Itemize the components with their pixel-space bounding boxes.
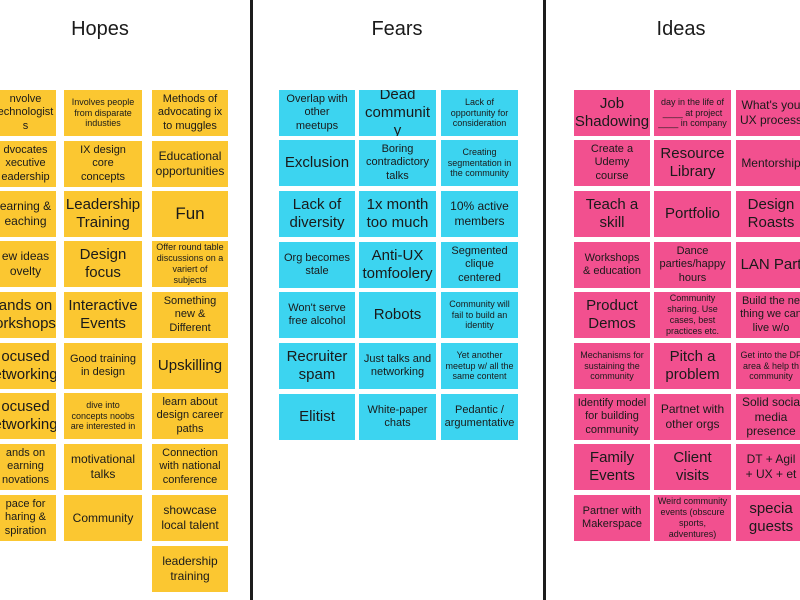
fears-note[interactable]: Dead communit y	[359, 90, 436, 136]
ideas-note[interactable]: Family Events	[574, 444, 650, 490]
ideas-note[interactable]: Client visits	[654, 444, 731, 490]
ideas-note[interactable]: Pitch a problem	[654, 343, 731, 389]
ideas-note[interactable]: Workshops & education	[574, 242, 650, 288]
ideas-note[interactable]: Design Roasts	[736, 191, 800, 237]
hopes-note[interactable]: dive into concepts noobs are interested …	[64, 393, 142, 439]
hopes-note[interactable]: leadership training	[152, 546, 228, 592]
hopes-note[interactable]: IX design core concepts	[64, 141, 142, 187]
ideas-note[interactable]: Product Demos	[574, 292, 650, 338]
hopes-note[interactable]: ands on earning novations	[0, 444, 56, 490]
hopes-note[interactable]: Good training in design	[64, 343, 142, 389]
hopes-note[interactable]: Connection with national conference	[152, 444, 228, 490]
hopes-note[interactable]: showcase local talent	[152, 495, 228, 541]
hopes-note[interactable]: Design focus	[64, 241, 142, 287]
ideas-note[interactable]: Build the ne thing we can live w/o	[736, 292, 800, 338]
ideas-note[interactable]: LAN Part	[736, 242, 800, 288]
fears-note[interactable]: Elitist	[279, 394, 355, 440]
hopes-note[interactable]: Interactive Events	[64, 292, 142, 338]
hopes-note[interactable]: Educational opportunities	[152, 141, 228, 187]
hopes-note[interactable]: Leadership Training	[64, 191, 142, 237]
hopes-note[interactable]: Offer round table discussions on a varie…	[152, 241, 228, 287]
ideas-note[interactable]: Partner with Makerspace	[574, 495, 650, 541]
fears-note[interactable]: Creating segmentation in the community	[441, 140, 518, 186]
hopes-note[interactable]: pace for haring & spiration	[0, 495, 56, 541]
fears-note[interactable]: White-paper chats	[359, 394, 436, 440]
hopes-note[interactable]: ands on orkshops	[0, 292, 56, 338]
ideas-note[interactable]: Dance parties/happy hours	[654, 242, 731, 288]
column-title-hopes: Hopes	[71, 18, 129, 40]
fears-note[interactable]: Anti-UX tomfoolery	[359, 242, 436, 288]
ideas-note[interactable]: Create a Udemy course	[574, 140, 650, 186]
fears-note[interactable]: Pedantic / argumentative	[441, 394, 518, 440]
fears-note[interactable]: Yet another meetup w/ all the same conte…	[441, 343, 518, 389]
hopes-note[interactable]: Something new & Different	[152, 292, 228, 338]
fears-note[interactable]: 1x month too much	[359, 191, 436, 237]
ideas-note[interactable]: day in the life of ____ at project ____ …	[654, 90, 731, 136]
fears-note[interactable]: Just talks and networking	[359, 343, 436, 389]
ideas-note[interactable]: Identify model for building community	[574, 394, 650, 440]
hopes-note[interactable]: Upskilling	[152, 343, 228, 389]
hopes-note[interactable]: ocused etworking	[0, 393, 56, 439]
fears-note[interactable]: Overlap with other meetups	[279, 90, 355, 136]
ideas-note[interactable]: Solid socia media presence	[736, 394, 800, 440]
hopes-note[interactable]: dvocates xecutive eadership	[0, 141, 56, 187]
ideas-note[interactable]: Mechanisms for sustaining the community	[574, 343, 650, 389]
fears-note[interactable]: Lack of opportunity for consideration	[441, 90, 518, 136]
hopes-note[interactable]: Involves people from disparate industies	[64, 90, 142, 136]
ideas-note[interactable]: What's you UX process	[736, 90, 800, 136]
fears-note[interactable]: Recruiter spam	[279, 343, 355, 389]
ideas-note[interactable]: Get into the DF area & help th community	[736, 343, 800, 389]
hopes-note[interactable]: Fun	[152, 191, 228, 237]
ideas-note[interactable]: Partnet with other orgs	[654, 394, 731, 440]
fears-note[interactable]: Boring contradictory talks	[359, 140, 436, 186]
column-title-fears: Fears	[371, 18, 423, 40]
fears-note[interactable]: Community will fail to build an identity	[441, 292, 518, 338]
fears-note[interactable]: Segmented clique centered	[441, 242, 518, 288]
ideas-note[interactable]: Resource Library	[654, 140, 731, 186]
divider-right	[543, 0, 546, 600]
hopes-note[interactable]: ocused etworking	[0, 343, 56, 389]
fears-note[interactable]: 10% active members	[441, 191, 518, 237]
fears-note[interactable]: Lack of diversity	[279, 191, 355, 237]
divider-left	[250, 0, 253, 600]
ideas-note[interactable]: Mentorship	[736, 140, 800, 186]
fears-note[interactable]: Won't serve free alcohol	[279, 292, 355, 338]
ideas-note[interactable]: Teach a skill	[574, 191, 650, 237]
hopes-note[interactable]: ew ideas ovelty	[0, 241, 56, 287]
hopes-note[interactable]: learn about design career paths	[152, 393, 228, 439]
ideas-note[interactable]: Community sharing. Use cases, best pract…	[654, 292, 731, 338]
fears-note[interactable]: Robots	[359, 292, 436, 338]
ideas-note[interactable]: specia guests	[736, 495, 800, 541]
hopes-note[interactable]: Community	[64, 495, 142, 541]
ideas-note[interactable]: DT + Agil + UX + et	[736, 444, 800, 490]
ideas-note[interactable]: Weird community events (obscure sports, …	[654, 495, 731, 541]
column-title-ideas: Ideas	[656, 18, 706, 40]
ideas-note[interactable]: Job Shadowing	[574, 90, 650, 136]
hopes-note[interactable]: Methods of advocating ix to muggles	[152, 90, 228, 136]
fears-note[interactable]: Org becomes stale	[279, 242, 355, 288]
hopes-note[interactable]: nvolve echnologist s	[0, 90, 56, 136]
hopes-note[interactable]: earning & eaching	[0, 191, 56, 237]
fears-note[interactable]: Exclusion	[279, 140, 355, 186]
hopes-note[interactable]: motivational talks	[64, 444, 142, 490]
ideas-note[interactable]: Portfolio	[654, 191, 731, 237]
